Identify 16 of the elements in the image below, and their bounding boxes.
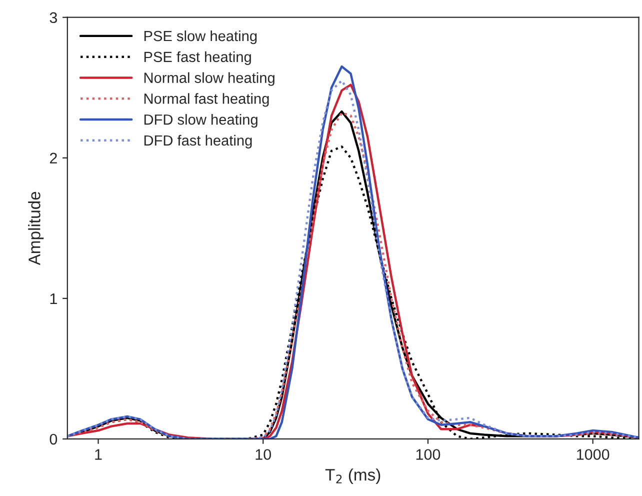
legend-label: PSE slow heating — [144, 30, 257, 44]
y-tick-label: 3 — [50, 12, 58, 24]
y-axis-title: Amplitude — [28, 192, 44, 266]
y-tick-label: 0 — [50, 434, 58, 445]
legend-label: PSE fast heating — [144, 51, 251, 65]
x-axis-title: T$_{2}$ (ms) — [325, 468, 380, 484]
x-tick-label: 10 — [256, 449, 272, 460]
legend-label: Normal slow heating — [144, 72, 274, 86]
x-tick-label: 1000 — [577, 449, 610, 460]
x-tick-label: 1 — [95, 449, 102, 460]
x-tick-label: 100 — [416, 449, 440, 460]
y-tick-label: 2 — [50, 152, 57, 164]
y-tick-label: 1 — [50, 293, 57, 304]
legend-label: DFD fast heating — [144, 134, 252, 149]
legend-label: DFD slow heating — [144, 114, 258, 128]
legend-label: Normal fast heating — [144, 93, 269, 107]
